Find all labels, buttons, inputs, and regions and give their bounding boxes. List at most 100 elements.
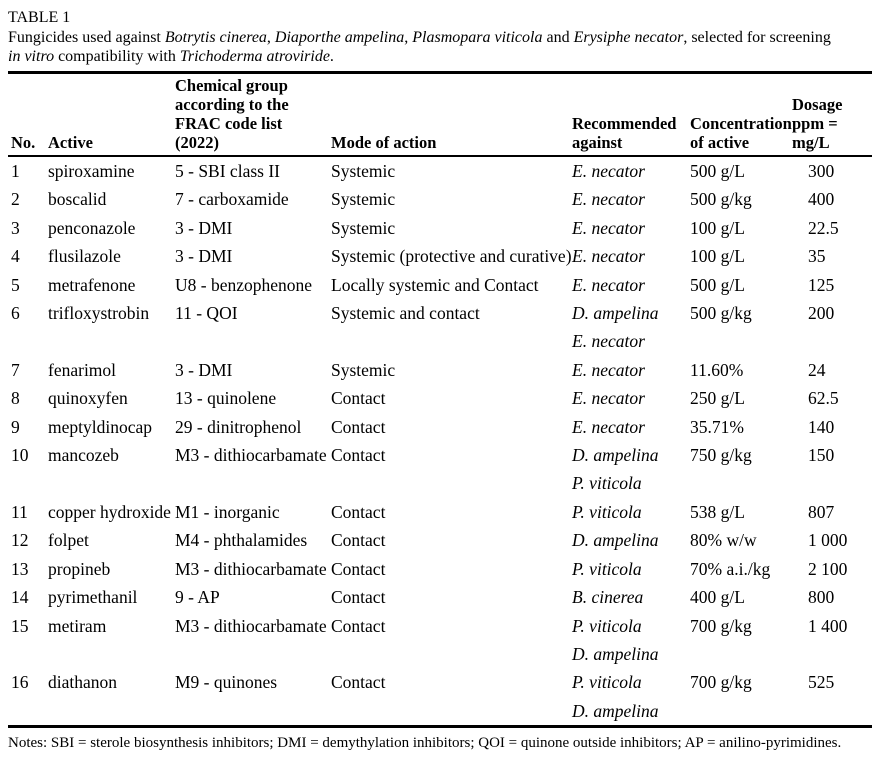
table-header-row: No. Active Chemical group according to the F… <box>8 72 872 157</box>
cell-mode-of-action: Contact <box>331 530 386 551</box>
cell-active: quinoxyfen <box>48 388 128 409</box>
column-header-line: No. <box>11 133 36 152</box>
cell-mode-of-action: Systemic <box>331 217 396 238</box>
cell-active: spiroxamine <box>48 161 135 181</box>
cell-concentration: 400 g/L <box>690 587 745 608</box>
column-header-line: of active <box>690 133 750 152</box>
cell-concentration: 500 g/L <box>690 274 745 295</box>
column-header-line: Concentration <box>690 114 792 133</box>
column-header-concentration: Concentration of active <box>690 72 792 157</box>
table-row: 11 copper hydroxide M1 - inorganic Contact P… <box>8 498 872 526</box>
table-row: 14 pyrimethanil 9 - AP Contact B. cinerea 400… <box>8 583 872 611</box>
cell-no: 6 <box>11 303 20 324</box>
cell-concentration: 100 g/L <box>690 246 745 267</box>
cell-against: E. necator <box>572 156 690 185</box>
caption-text: . <box>329 48 334 65</box>
cell-concentration: 538 g/L <box>690 501 745 522</box>
cell-concentration: 11.60% <box>690 359 744 380</box>
column-header-line: FRAC code list <box>175 114 283 133</box>
cell-active: boscalid <box>48 189 107 210</box>
cell-active: diathanon <box>48 672 118 693</box>
cell-against: D. ampelina E. necator <box>572 299 690 356</box>
cell-dosage: 525 <box>808 672 835 693</box>
cell-mode-of-action: Contact <box>331 501 386 522</box>
table-row: 16 diathanon M9 - quinones Contact P. vitico… <box>8 668 872 726</box>
cell-chemical-group: 13 - quinolene <box>175 388 277 409</box>
cell-active: trifloxystrobin <box>48 303 150 324</box>
cell-against: P. viticola D. ampelina <box>572 668 690 726</box>
cell-chemical-group: 29 - dinitrophenol <box>175 416 302 437</box>
cell-no: 7 <box>11 359 20 380</box>
cell-no: 5 <box>11 274 20 295</box>
column-header-no: No. <box>8 72 48 157</box>
cell-mode-of-action: Contact <box>331 615 386 636</box>
cell-mode-of-action: Contact <box>331 672 386 693</box>
cell-chemical-group: 3 - DMI <box>175 246 233 267</box>
cell-no: 9 <box>11 416 20 437</box>
cell-no: 1 <box>11 161 20 181</box>
table-row: 3 penconazole 3 - DMI Systemic E. necator 100… <box>8 214 872 242</box>
cell-active: metiram <box>48 615 107 636</box>
cell-no: 11 <box>11 501 28 522</box>
cell-against: D. ampelina <box>572 526 690 554</box>
column-header-chemical-group: Chemical group according to the FRAC code … <box>175 72 331 157</box>
cell-against: E. necator <box>572 185 690 213</box>
column-header-line: (2022) <box>175 133 219 152</box>
cell-mode-of-action: Contact <box>331 445 386 466</box>
cell-concentration: 700 g/kg <box>690 672 752 693</box>
cell-concentration: 750 g/kg <box>690 445 752 466</box>
cell-chemical-group: 3 - DMI <box>175 359 233 380</box>
cell-chemical-group: M4 - phthalamides <box>175 530 308 551</box>
cell-mode-of-action: Systemic <box>331 161 396 181</box>
cell-no: 16 <box>11 672 29 693</box>
table-row: 1 spiroxamine 5 - SBI class II Systemic E. n… <box>8 156 872 185</box>
caption-line-1: Fungicides used against Botrytis cinerea… <box>8 28 879 47</box>
table-number-label: TABLE 1 <box>8 9 71 26</box>
cell-no: 4 <box>11 246 20 267</box>
cell-dosage: 35 <box>808 246 826 267</box>
column-header-mode-of-action: Mode of action <box>331 72 572 157</box>
table-row: 10 mancozeb M3 - dithiocarbamate Contact D. … <box>8 441 872 498</box>
table-row: 6 trifloxystrobin 11 - QOI Systemic and con… <box>8 299 872 356</box>
cell-chemical-group: 7 - carboxamide <box>175 189 289 210</box>
cell-no: 15 <box>11 615 29 636</box>
cell-chemical-group: 9 - AP <box>175 587 220 608</box>
cell-active: copper hydroxide <box>48 501 171 522</box>
cell-no: 3 <box>11 217 20 238</box>
cell-mode-of-action: Contact <box>331 416 386 437</box>
cell-chemical-group: M9 - quinones <box>175 672 278 693</box>
table-row: 2 boscalid 7 - carboxamide Systemic E. necat… <box>8 185 872 213</box>
cell-chemical-group: 3 - DMI <box>175 217 233 238</box>
cell-chemical-group: M3 - dithiocarbamate <box>175 558 327 579</box>
cell-against: P. viticola D. ampelina <box>572 612 690 669</box>
cell-against: E. necator <box>572 384 690 412</box>
caption-text: Fungicides used against <box>8 29 165 46</box>
cell-mode-of-action: Systemic <box>331 189 396 210</box>
column-header-line: mg/L <box>792 133 830 152</box>
pathogen-name: D. ampelina <box>572 303 659 324</box>
column-header-line: Chemical group <box>175 76 288 95</box>
cell-mode-of-action: Contact <box>331 587 386 608</box>
cell-dosage: 300 <box>808 161 835 181</box>
table-row: 8 quinoxyfen 13 - quinolene Contact E. necat… <box>8 384 872 412</box>
cell-against: D. ampelina P. viticola <box>572 441 690 498</box>
cell-concentration: 500 g/kg <box>690 189 752 210</box>
cell-active: folpet <box>48 530 89 551</box>
cell-dosage: 125 <box>808 274 835 295</box>
cell-dosage: 140 <box>808 416 835 437</box>
cell-mode-of-action: Contact <box>331 558 386 579</box>
cell-against: P. viticola <box>572 498 690 526</box>
pathogen-name: P. viticola <box>572 615 642 636</box>
caption-text: compatibility with <box>54 48 180 65</box>
caption-line-2: in vitro compatibility with Trichoderma … <box>8 47 879 66</box>
cell-no: 13 <box>11 558 29 579</box>
species-name: Diaporthe ampelina <box>274 29 405 46</box>
pathogen-name: E. necator <box>572 161 645 181</box>
column-header-active: Active <box>48 72 175 157</box>
cell-no: 12 <box>11 530 29 551</box>
cell-concentration: 100 g/L <box>690 217 745 238</box>
cell-chemical-group: 5 - SBI class II <box>175 161 280 181</box>
species-name: in vitro <box>8 48 55 65</box>
cell-concentration: 35.71% <box>690 416 744 437</box>
